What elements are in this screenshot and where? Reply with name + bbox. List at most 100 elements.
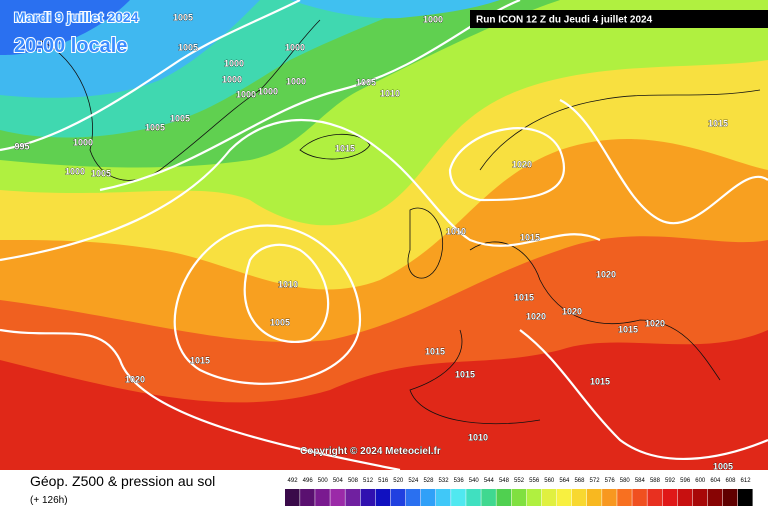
- coastline: [407, 89, 761, 425]
- legend-label: 544: [484, 478, 495, 484]
- legend-label: 504: [333, 478, 344, 484]
- legend-label: 524: [408, 478, 419, 484]
- coastline: [299, 133, 371, 160]
- legend-label: 580: [620, 478, 631, 484]
- legend-label: 572: [590, 478, 601, 484]
- legend-swatch: [285, 489, 300, 506]
- isobar-label: 1015: [425, 346, 445, 356]
- legend-swatch: [436, 489, 451, 506]
- legend-label: 540: [469, 478, 480, 484]
- isobar-label: 1000: [222, 74, 242, 84]
- legend-label: 576: [605, 478, 616, 484]
- legend-label: 552: [514, 478, 525, 484]
- run-label: Run ICON 12 Z du Jeudi 4 juillet 2024: [476, 15, 653, 26]
- footer-title: Géop. Z500 & pression au sol: [30, 473, 215, 489]
- legend-label: 568: [574, 478, 585, 484]
- legend-label: 556: [529, 478, 540, 484]
- legend-swatch: [405, 489, 421, 506]
- legend-swatch: [662, 489, 678, 506]
- legend-swatch: [315, 489, 330, 506]
- isobar-label: 1015: [520, 232, 540, 242]
- legend-label: 512: [363, 478, 374, 484]
- isobar-label: 1005: [91, 168, 111, 178]
- legend-label: 608: [725, 478, 736, 484]
- isobar-label: 1000: [224, 58, 244, 68]
- legend-swatch: [420, 489, 436, 506]
- isobar-label: 1015: [190, 355, 210, 365]
- legend-swatch: [526, 489, 542, 506]
- isobar-label: 1000: [236, 89, 256, 99]
- legend-label: 596: [680, 478, 691, 484]
- legend-swatch: [496, 489, 511, 506]
- legend-label: 600: [695, 478, 706, 484]
- isobar: [0, 328, 401, 472]
- field-cyan-top: [0, 0, 500, 19]
- isobar: [559, 99, 768, 225]
- isobar-label: 1005: [173, 12, 193, 22]
- isobar-label: 1010: [380, 88, 400, 98]
- isobar-label: 1020: [562, 306, 582, 316]
- isobar-label: 1020: [596, 269, 616, 279]
- legend-label: 516: [378, 478, 389, 484]
- legend-swatch: [481, 489, 496, 506]
- isobar-label: 1000: [258, 86, 278, 96]
- isobar-label: 1020: [645, 318, 665, 328]
- isobar-label: 1010: [278, 279, 298, 289]
- legend-swatch: [451, 489, 466, 506]
- isobar-label: 1015: [335, 143, 355, 153]
- legend-label: 548: [499, 478, 510, 484]
- isobar-label: 1015: [708, 118, 728, 128]
- legend-label: 492: [288, 478, 299, 484]
- legend-swatch: [617, 489, 632, 506]
- legend-swatch: [345, 489, 360, 506]
- legend-swatch: [647, 489, 662, 506]
- legend-label: 560: [544, 478, 555, 484]
- isobar: [0, 118, 601, 262]
- isobar-label: 1010: [446, 226, 466, 236]
- isobar-label: 1000: [423, 14, 443, 24]
- isobar-label: 1010: [468, 432, 488, 442]
- legend-swatch: [390, 489, 406, 506]
- field-blue: [0, 0, 130, 55]
- map-time: 20:00 locale: [14, 35, 127, 57]
- isobar-label: 995: [14, 141, 29, 151]
- legend-label: 508: [348, 478, 359, 484]
- isobar-label: 1005: [170, 113, 190, 123]
- isobar-label: 1020: [526, 311, 546, 321]
- isobar-label: 1005: [145, 122, 165, 132]
- legend-label: 496: [303, 478, 314, 484]
- isobar-label: 1005: [356, 77, 376, 87]
- legend-swatch: [511, 489, 527, 506]
- isobar: [173, 224, 362, 385]
- legend-swatch: [466, 489, 481, 506]
- footer-lead: (+ 126h): [30, 495, 68, 506]
- legend-swatch: [602, 489, 617, 506]
- legend-swatch: [360, 489, 376, 506]
- coastline: [39, 19, 321, 181]
- isobar-label: 1020: [125, 374, 145, 384]
- legend-swatch: [300, 489, 315, 506]
- legend-swatch: [587, 489, 602, 506]
- legend-swatch: [632, 489, 647, 506]
- legend-swatch: [541, 489, 557, 506]
- isobar: [448, 127, 566, 202]
- legend-label: 604: [710, 478, 721, 484]
- legend-label: 520: [393, 478, 404, 484]
- legend-label: 536: [454, 478, 465, 484]
- isobar-label: 1000: [286, 76, 306, 86]
- isobar-label: 1015: [455, 369, 475, 379]
- isobar-label: 1000: [285, 42, 305, 52]
- isobar-label: 1020: [512, 159, 532, 169]
- legend-swatch: [375, 489, 391, 506]
- isobar-label: 1015: [514, 292, 534, 302]
- copyright: Copyright © 2024 Meteociel.fr: [300, 446, 441, 457]
- legend-swatch: [330, 489, 345, 506]
- isobar: [243, 243, 330, 343]
- isobar-label: 1015: [590, 376, 610, 386]
- legend-label: 564: [559, 478, 570, 484]
- legend-swatch: [692, 489, 708, 506]
- isobar-label: 1005: [270, 317, 290, 327]
- legend-swatch: [738, 489, 753, 506]
